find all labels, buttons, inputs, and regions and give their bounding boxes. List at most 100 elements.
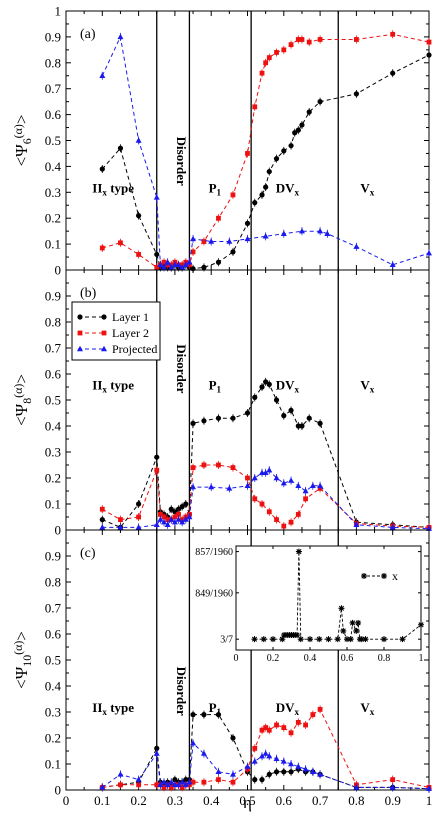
data-point bbox=[175, 261, 182, 268]
y-tick-label: 0 bbox=[55, 783, 62, 798]
data-point bbox=[186, 779, 193, 785]
inset-legend-marker bbox=[361, 573, 367, 579]
data-point bbox=[99, 245, 105, 251]
data-point bbox=[136, 213, 142, 219]
data-point bbox=[175, 516, 182, 522]
x-tick-label: 0.5 bbox=[239, 793, 255, 808]
series-line-layer-2 bbox=[102, 708, 430, 789]
data-point bbox=[295, 127, 301, 133]
data-point bbox=[317, 707, 323, 712]
subscript: 1 bbox=[217, 384, 222, 394]
data-point bbox=[190, 420, 196, 426]
x-tick-label: 0.8 bbox=[348, 793, 364, 808]
y-tick-label: 0.6 bbox=[45, 627, 62, 642]
data-point bbox=[288, 143, 294, 149]
text-span: <Ψ bbox=[12, 666, 31, 689]
data-point bbox=[118, 240, 123, 246]
subscript: 1 bbox=[217, 187, 222, 197]
panel-c: 0 0.1 0.2 0.3 0.4 0.5 0.6 0.7 0.8 0.9 0 0.1 0.2 0.3 0.… bbox=[11, 529, 432, 808]
inset-x-tick-label: 0 bbox=[234, 653, 239, 664]
subscript: 8 bbox=[20, 398, 34, 404]
inset-y-tick-label: 3/7 bbox=[220, 635, 233, 646]
inset-chart: 0 0.2 0.4 0.6 0.8 1 3/7 849/1960 857/1960 x bbox=[195, 545, 424, 664]
data-point bbox=[273, 156, 280, 162]
data-point bbox=[230, 415, 236, 421]
data-point bbox=[299, 122, 305, 128]
data-point bbox=[201, 418, 207, 424]
data-point bbox=[161, 519, 168, 525]
data-point bbox=[251, 758, 258, 764]
text-span: P bbox=[209, 378, 217, 393]
data-point bbox=[252, 394, 258, 400]
inset-data-point bbox=[295, 548, 302, 555]
y-tick-label: 0.2 bbox=[45, 211, 61, 226]
data-point bbox=[226, 238, 233, 244]
y-tick-label: 0.7 bbox=[45, 601, 62, 616]
data-point bbox=[389, 524, 396, 530]
text-span: DV bbox=[276, 378, 295, 393]
data-point bbox=[190, 740, 197, 746]
data-point bbox=[281, 769, 287, 775]
inset-frame bbox=[235, 545, 422, 651]
inset-data-point bbox=[340, 627, 347, 634]
data-point bbox=[266, 55, 272, 61]
data-point bbox=[99, 72, 106, 78]
data-point bbox=[245, 475, 250, 481]
data-point bbox=[302, 487, 309, 494]
data-point bbox=[306, 109, 312, 115]
data-point bbox=[390, 70, 396, 76]
data-point bbox=[117, 145, 124, 151]
subscript: x bbox=[295, 384, 300, 394]
inset-data-point bbox=[347, 636, 354, 643]
y-tick-label: 0.4 bbox=[45, 419, 62, 434]
y-tick-label: 0.8 bbox=[45, 55, 61, 70]
data-point bbox=[182, 516, 189, 522]
x-tick-label: 0.9 bbox=[385, 793, 401, 808]
data-point bbox=[201, 264, 207, 271]
inset-data-point bbox=[279, 636, 286, 643]
data-point bbox=[273, 769, 280, 775]
data-point bbox=[245, 151, 250, 156]
series-line-layer-2 bbox=[102, 464, 430, 528]
data-point bbox=[303, 722, 308, 728]
data-point bbox=[157, 261, 164, 268]
data-point bbox=[309, 482, 316, 488]
data-point bbox=[179, 504, 185, 510]
data-point bbox=[262, 750, 269, 756]
data-point bbox=[259, 501, 265, 507]
inset-data-point bbox=[399, 636, 406, 643]
legend-marker bbox=[77, 345, 83, 352]
data-point bbox=[230, 192, 236, 198]
y-tick-label: 0.5 bbox=[45, 133, 61, 148]
subscript: x bbox=[295, 187, 300, 197]
data-point bbox=[153, 194, 160, 200]
data-point bbox=[190, 465, 196, 470]
data-point bbox=[99, 784, 106, 790]
inset-y-tick-label: 849/1960 bbox=[195, 588, 233, 599]
data-point bbox=[299, 37, 305, 42]
data-point bbox=[99, 166, 105, 172]
inset-data-point bbox=[270, 636, 276, 643]
data-point bbox=[230, 779, 236, 785]
data-point bbox=[426, 249, 432, 256]
legend-marker bbox=[101, 330, 107, 336]
inset-legend-marker bbox=[381, 573, 387, 579]
data-point bbox=[295, 512, 301, 517]
series-line-projected bbox=[102, 469, 430, 530]
inset-y-tick-label: 857/1960 bbox=[195, 547, 233, 558]
subscript: x bbox=[295, 707, 300, 717]
data-point bbox=[215, 415, 222, 421]
inset-x-tick-label: 0.2 bbox=[267, 653, 280, 664]
data-point bbox=[263, 725, 269, 730]
data-point bbox=[154, 265, 160, 270]
data-point bbox=[288, 760, 295, 767]
data-point bbox=[136, 782, 141, 788]
data-point bbox=[153, 521, 160, 527]
data-point bbox=[136, 514, 141, 520]
y-axis-label: <Ψ6(α)> bbox=[11, 115, 33, 167]
data-point bbox=[310, 712, 316, 717]
text-span: V bbox=[360, 700, 370, 715]
text-span: P bbox=[209, 700, 217, 715]
data-point bbox=[262, 233, 269, 239]
